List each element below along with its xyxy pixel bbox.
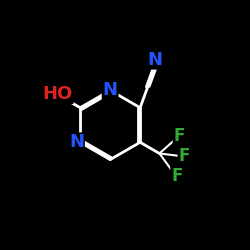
Text: F: F — [178, 147, 190, 165]
Text: F: F — [174, 127, 185, 145]
Text: HO: HO — [42, 85, 73, 103]
Text: N: N — [69, 133, 84, 151]
Text: N: N — [148, 51, 163, 69]
Text: F: F — [171, 167, 182, 185]
Text: N: N — [103, 82, 118, 100]
